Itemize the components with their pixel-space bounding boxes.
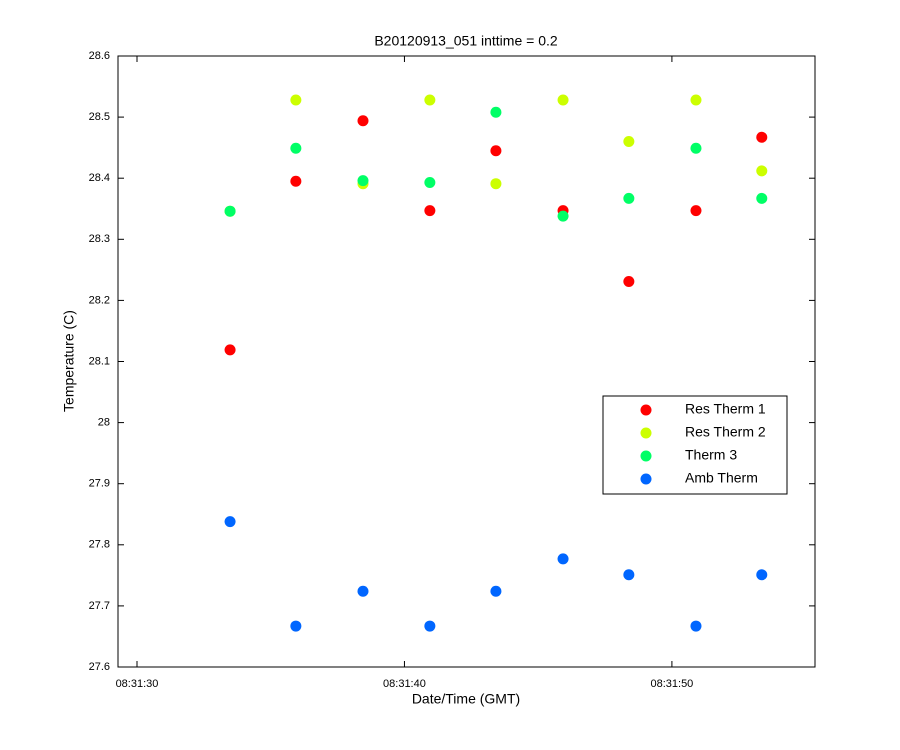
legend-label: Amb Therm [685,470,758,486]
legend-label: Res Therm 2 [685,424,766,440]
x-tick-label: 08:31:40 [383,678,426,690]
x-tick-label: 08:31:30 [116,678,159,690]
point [690,142,702,154]
point [623,275,635,287]
y-tick-label: 27.8 [89,539,110,551]
legend-label: Res Therm 1 [685,401,766,417]
plot-area [117,55,816,668]
point [290,175,302,187]
y-tick-label: 27.6 [89,661,110,673]
y-tick-label: 27.7 [89,600,110,612]
point [490,106,502,118]
point [623,569,635,581]
point [290,142,302,154]
legend-label: Therm 3 [685,447,737,463]
point [557,553,569,565]
point [224,205,236,217]
point [623,136,635,148]
point [756,569,768,581]
point [490,178,502,190]
x-tick-label: 08:31:50 [650,678,693,690]
legend [602,395,788,495]
y-axis-label: Temperature (C) [61,310,77,412]
point [357,175,369,187]
point [690,94,702,106]
point [424,205,436,217]
point [290,620,302,632]
point [756,192,768,204]
point [557,210,569,222]
y-tick-label: 27.9 [89,478,110,490]
point [557,94,569,106]
y-tick-label: 28 [98,417,110,429]
point [357,585,369,597]
legend-marker [640,473,652,485]
point [756,131,768,143]
point [424,620,436,632]
point [490,585,502,597]
y-tick-label: 28.6 [89,50,110,62]
point [690,205,702,217]
chart-title: B20120913_051 inttime = 0.2 [374,33,558,49]
y-tick-label: 28.3 [89,233,110,245]
legend-marker [640,404,652,416]
legend-marker [640,450,652,462]
y-tick-label: 28.1 [89,355,110,367]
point [424,176,436,188]
point [290,94,302,106]
point [357,115,369,127]
y-tick-label: 28.5 [89,111,110,123]
point [690,620,702,632]
point [224,516,236,528]
point [490,145,502,157]
legend-marker [640,427,652,439]
point [623,192,635,204]
x-axis-label: Date/Time (GMT) [412,691,520,707]
point [424,94,436,106]
point [224,344,236,356]
point [756,165,768,177]
y-tick-label: 28.2 [89,294,110,306]
y-tick-label: 28.4 [89,172,110,184]
